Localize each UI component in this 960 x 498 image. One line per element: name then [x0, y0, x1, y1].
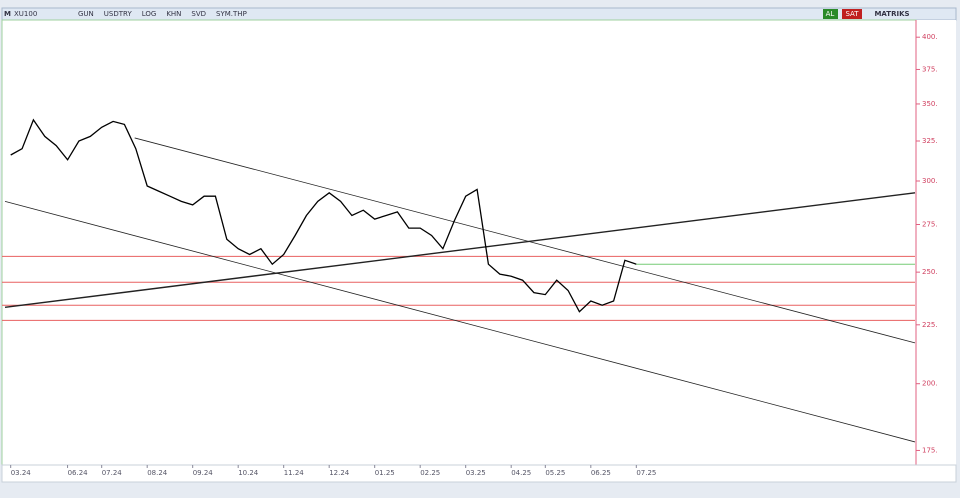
- buy-label[interactable]: AL: [826, 10, 835, 18]
- x-tick-label: 06.25: [591, 469, 611, 477]
- x-tick-label: 03.25: [466, 469, 486, 477]
- toolbar-button[interactable]: SVD: [191, 10, 206, 18]
- y-tick-label: 175.: [922, 446, 938, 454]
- toolbar-button[interactable]: GUN: [78, 10, 94, 18]
- x-tick-label: 03.24: [11, 469, 32, 477]
- x-tick-label: 08.24: [147, 469, 168, 477]
- y-tick-label: 325.: [922, 137, 938, 145]
- y-tick-label: 225.: [922, 321, 938, 329]
- x-tick-label: 11.24: [284, 469, 305, 477]
- x-tick-label: 02.25: [420, 469, 440, 477]
- brand[interactable]: MATRIKS: [874, 10, 909, 18]
- x-tick-label: 07.25: [636, 469, 656, 477]
- y-tick-label: 375.: [922, 65, 938, 73]
- x-tick-label: 07.24: [102, 469, 123, 477]
- x-axis-area: [1, 464, 957, 483]
- y-tick-label: 250.: [922, 268, 938, 276]
- trend-line: [4, 192, 916, 309]
- symbol[interactable]: XU100: [14, 10, 37, 18]
- y-axis-area: [916, 20, 956, 465]
- plot-area: [1, 19, 917, 466]
- toolbar-button[interactable]: KHN: [166, 10, 181, 18]
- buy-button[interactable]: [823, 9, 838, 19]
- trend-line: [134, 137, 916, 344]
- logo: M: [4, 10, 11, 18]
- x-tick-label: 04.25: [511, 469, 531, 477]
- y-tick-label: 350.: [922, 100, 938, 108]
- price-line: [10, 118, 637, 313]
- y-tick-label: 275.: [922, 221, 938, 229]
- x-tick-label: 12.24: [329, 469, 350, 477]
- y-tick-label: 200.: [922, 380, 938, 388]
- x-tick-label: 06.24: [68, 469, 89, 477]
- x-tick-label: 01.25: [375, 469, 395, 477]
- x-tick-label: 10.24: [238, 469, 259, 477]
- toolbar-button[interactable]: SYM.THP: [216, 10, 247, 18]
- sell-button[interactable]: [842, 9, 862, 19]
- x-tick-label: 05.25: [545, 469, 565, 477]
- y-tick-label: 300.: [922, 177, 938, 185]
- y-tick-label: 400.: [922, 33, 938, 41]
- x-tick-label: 09.24: [193, 469, 214, 477]
- trend-line: [4, 201, 916, 443]
- sell-label[interactable]: SAT: [845, 10, 859, 18]
- toolbar-button[interactable]: LOG: [142, 10, 157, 18]
- toolbar-button[interactable]: USDTRY: [104, 10, 133, 18]
